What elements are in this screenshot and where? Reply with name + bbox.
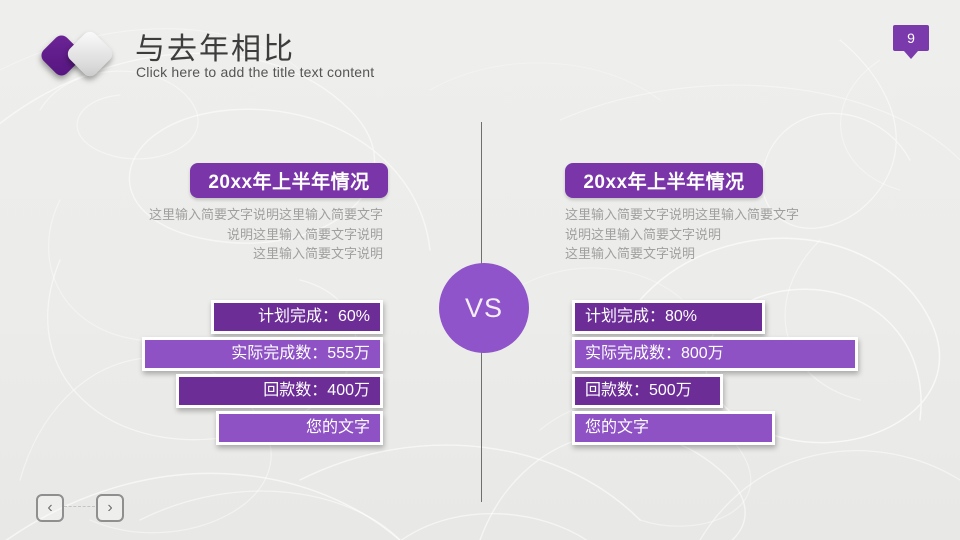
left-panel-header: 20xx年上半年情况 <box>190 163 388 198</box>
left-panel-header-label: 20xx年上半年情况 <box>208 172 370 193</box>
left-bar-payment: 回款数：400万 <box>176 374 383 408</box>
right-bar-plan-complete: 计划完成：80% <box>572 300 765 334</box>
description-line: 说明这里输入简要文字说明 <box>226 226 383 242</box>
description-line: 这里输入简要文字说明 <box>252 246 383 261</box>
description-line: 这里输入简要文字说明这里输入简要文字 <box>565 207 800 222</box>
next-slide-button[interactable]: › <box>96 494 124 522</box>
right-bar-payment: 回款数：500万 <box>572 374 723 408</box>
page-title: 与去年相比 <box>135 33 295 66</box>
page-subtitle: Click here to add the title text content <box>136 64 375 80</box>
right-bar-your-text: 您的文字 <box>572 411 775 445</box>
chevron-left-icon: ‹ <box>47 499 53 516</box>
page-number-badge: 9 <box>893 25 929 59</box>
vs-label: VS <box>464 292 504 323</box>
nav-connector-line <box>64 506 95 507</box>
right-panel-header: 20xx年上半年情况 <box>565 163 763 198</box>
description-line: 这里输入简要文字说明 <box>565 246 696 261</box>
left-bar-your-text: 您的文字 <box>216 411 383 445</box>
left-bar-actual-complete: 实际完成数：555万 <box>142 337 383 371</box>
description-line: 这里输入简要文字说明这里输入简要文字 <box>148 207 383 222</box>
prev-slide-button[interactable]: ‹ <box>36 494 64 522</box>
right-description-text: 这里输入简要文字说明这里输入简要文字 说明这里输入简要文字说明 这里输入简要文字… <box>565 205 865 264</box>
chevron-right-icon: › <box>107 499 113 516</box>
left-bar-plan-complete: 计划完成：60% <box>211 300 383 334</box>
vs-circle: VS <box>439 263 529 353</box>
description-line: 说明这里输入简要文字说明 <box>565 226 722 242</box>
right-panel-header-label: 20xx年上半年情况 <box>583 172 745 193</box>
left-description-text: 这里输入简要文字说明这里输入简要文字 说明这里输入简要文字说明 这里输入简要文字… <box>83 205 383 264</box>
right-bar-actual-complete: 实际完成数：800万 <box>572 337 858 371</box>
page-number: 9 <box>907 30 915 46</box>
